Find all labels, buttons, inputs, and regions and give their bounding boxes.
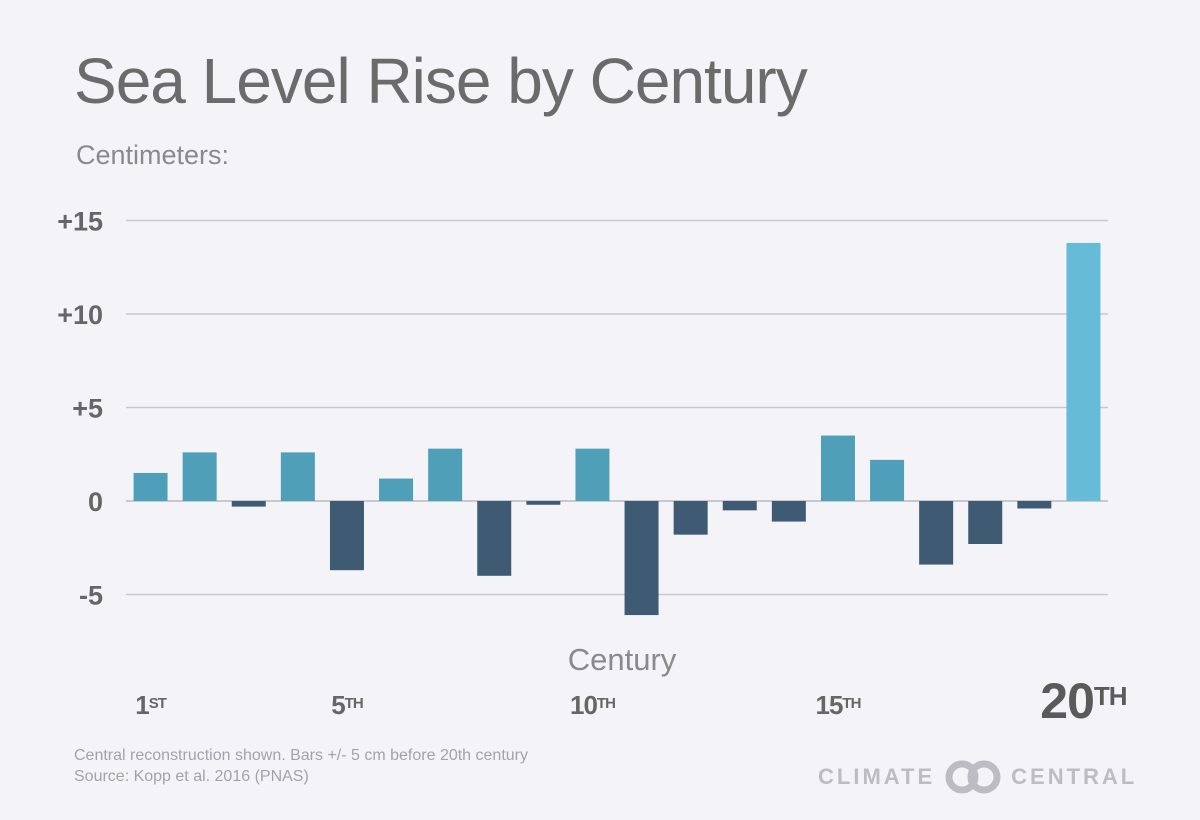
bar-13th — [722, 501, 757, 511]
bar-11th — [624, 501, 659, 616]
y-axis-unit-label: Centimeters: — [76, 140, 230, 170]
x-tick-label: 20TH — [1040, 673, 1127, 729]
bar-19th — [1017, 501, 1052, 509]
climate-central-logo: CLIMATE CENTRAL — [818, 759, 1137, 795]
bar-7th — [428, 448, 463, 501]
footnote: Central reconstruction shown. Bars +/- 5… — [74, 745, 528, 787]
bar-4th — [280, 452, 315, 501]
chart-title: Sea Level Rise by Century — [74, 45, 808, 117]
bar-17th — [919, 501, 954, 565]
bar-10th — [575, 448, 610, 501]
footnote-note: Central reconstruction shown. Bars +/- 5… — [74, 747, 528, 764]
linked-rings-icon — [945, 760, 1001, 794]
y-tick-label: +10 — [57, 300, 103, 330]
bar-12th — [673, 501, 708, 535]
bar-2nd — [182, 452, 217, 501]
x-axis-title: Century — [568, 642, 677, 677]
x-tick-label: 10TH — [570, 690, 615, 720]
y-tick-label: 0 — [88, 487, 103, 517]
bar-18th — [968, 501, 1003, 545]
bar-1st — [133, 472, 168, 501]
x-tick-label: 15TH — [815, 690, 860, 720]
bar-chart: +15 +10 +5 0 -5 Century 1ST 5TH 10TH 15TH 20TH — [57, 207, 1128, 730]
bar-20th — [1066, 242, 1101, 501]
y-tick-label: -5 — [79, 581, 103, 611]
bar-8th — [477, 501, 512, 576]
bar-14th — [771, 501, 806, 522]
y-tick-label: +15 — [57, 207, 103, 237]
bar-15th — [820, 435, 855, 501]
bar-16th — [870, 459, 905, 501]
logo-text-climate: CLIMATE — [818, 764, 936, 789]
y-tick-label: +5 — [72, 394, 103, 424]
bar-3rd — [231, 501, 266, 507]
x-tick-label: 1ST — [135, 690, 166, 720]
bar-5th — [329, 501, 364, 571]
x-tick-label: 5TH — [331, 690, 363, 720]
logo-text-central: CENTRAL — [1011, 764, 1138, 789]
bar-9th — [526, 501, 561, 505]
footnote-source: Source: Kopp et al. 2016 (PNAS) — [74, 768, 309, 785]
bar-6th — [379, 478, 414, 501]
